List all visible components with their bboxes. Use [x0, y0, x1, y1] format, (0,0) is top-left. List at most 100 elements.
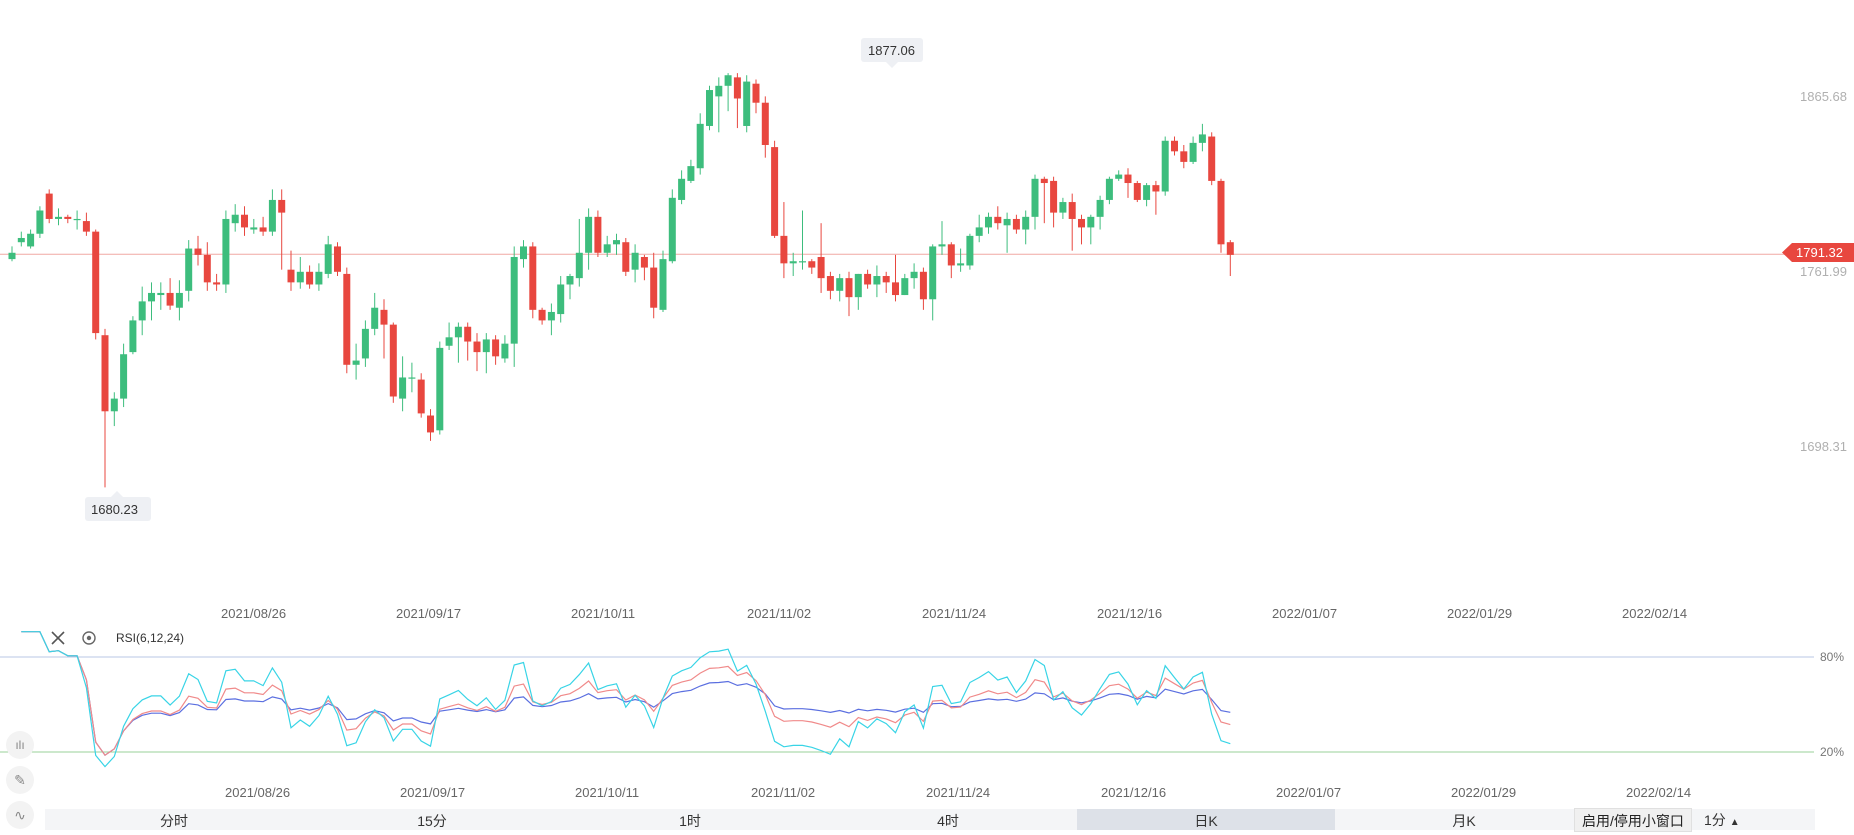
date-axis-rsi: 2021/08/26 2021/09/17 2021/10/11 2021/11…: [225, 785, 1691, 800]
candle-body: [427, 415, 434, 433]
candle-body: [231, 214, 239, 224]
price-tick-1761-99: 1761.99: [1800, 264, 1847, 279]
low-marker-label: 1680.23: [91, 502, 138, 517]
candle-body: [1226, 242, 1234, 255]
candle-body: [482, 339, 490, 353]
candle-body: [1189, 142, 1197, 162]
candle-body: [55, 216, 62, 219]
timeframe-tab-1[interactable]: 分时: [160, 813, 188, 829]
timeframe-tab-3[interactable]: 1时: [679, 813, 701, 829]
date-axis-main: 2021/08/26 2021/09/17 2021/10/11 2021/11…: [221, 606, 1687, 621]
candle-body: [417, 379, 425, 414]
candle-body: [408, 377, 416, 379]
rsi-level-20: 20%: [1820, 745, 1844, 759]
candle-body: [157, 292, 165, 296]
close-icon[interactable]: [51, 631, 65, 645]
draw-tool-button[interactable]: ✎: [6, 766, 34, 794]
candle-body: [985, 216, 992, 228]
candle-body: [194, 248, 202, 255]
timeframe-tab-5[interactable]: 日K: [1077, 809, 1335, 830]
candle-body: [27, 233, 35, 247]
chart-type-button[interactable]: ∿: [6, 801, 34, 829]
candle-body: [854, 273, 862, 298]
price-tick-1865-68: 1865.68: [1800, 89, 1847, 104]
candle-body: [436, 347, 444, 431]
candle-body: [687, 166, 695, 181]
price-axis: 1865.68 1761.99 1698.31: [1800, 89, 1847, 454]
candle-body: [324, 244, 332, 274]
candle-body: [1059, 202, 1067, 213]
interval-select[interactable]: 1分 ▲: [1704, 808, 1740, 830]
candle-body: [975, 227, 983, 236]
candle-body: [817, 257, 825, 279]
candle-body: [371, 307, 379, 329]
pencil-icon: ✎: [14, 771, 26, 788]
candle-body: [957, 263, 965, 266]
rsi-date-tick: 2021/08/26: [225, 785, 290, 800]
timeframe-tab-6[interactable]: 月K: [1452, 813, 1476, 829]
rsi-date-tick: 2022/01/07: [1276, 785, 1341, 800]
candle-body: [892, 282, 899, 296]
candle-body: [287, 269, 295, 283]
candle-body: [399, 377, 407, 399]
candle-body: [175, 292, 183, 308]
candle-body: [64, 216, 72, 219]
rsi-date-tick: 2021/10/11: [575, 785, 639, 800]
high-marker-label: 1877.06: [868, 43, 915, 58]
date-tick: 2022/01/29: [1447, 606, 1512, 621]
candle-body: [678, 178, 686, 200]
candle-body: [1050, 180, 1058, 213]
indicator-tool-button[interactable]: ılı: [6, 731, 34, 759]
rsi-date-tick: 2021/11/02: [751, 785, 815, 800]
candle-body: [752, 83, 760, 103]
candle-body: [1115, 174, 1123, 179]
candle-body: [222, 218, 230, 285]
date-tick: 2022/02/14: [1622, 606, 1687, 621]
candle-body: [241, 214, 248, 228]
candle-body: [780, 235, 788, 264]
candle-body: [148, 292, 155, 302]
candle-body: [566, 276, 574, 285]
candle-body: [8, 252, 16, 260]
candle-body: [259, 227, 267, 232]
candle-body: [454, 326, 462, 338]
candle-body: [994, 216, 1002, 224]
candle-body: [1040, 178, 1048, 184]
candle-body: [120, 354, 128, 399]
candle-body: [389, 324, 397, 397]
settings-icon[interactable]: [82, 631, 96, 645]
candle-body: [873, 276, 881, 285]
caret-up-icon: ▲: [1729, 817, 1740, 828]
candle-body: [1096, 199, 1104, 217]
candle-body: [250, 227, 258, 230]
candle-body: [613, 240, 620, 245]
timeframe-tab-4[interactable]: 4时: [937, 813, 959, 829]
candle-body: [1143, 185, 1151, 200]
candle-body: [826, 276, 834, 291]
candle-body: [510, 257, 518, 344]
candle-body: [1012, 218, 1020, 230]
candle-body: [761, 102, 769, 145]
timeframe-tab-2[interactable]: 15分: [417, 813, 447, 829]
interval-label: 1分: [1704, 812, 1726, 828]
candle-body: [1198, 134, 1206, 143]
candle-body: [929, 246, 937, 300]
rsi-date-tick: 2022/01/29: [1451, 785, 1516, 800]
popup-toggle-button[interactable]: 启用/停用小窗口: [1574, 808, 1692, 832]
candle-body: [110, 398, 118, 412]
candle-body: [473, 341, 481, 353]
candle-body: [724, 75, 732, 86]
candle-body: [1105, 178, 1113, 200]
candle-body: [306, 271, 314, 285]
candle-body: [36, 210, 44, 234]
candle-body: [1133, 183, 1141, 200]
candle-body: [296, 271, 304, 283]
high-marker: 1877.06: [861, 38, 923, 68]
candle-body: [352, 360, 360, 365]
candle-body: [464, 326, 472, 342]
candle-body: [603, 244, 611, 253]
candle-body: [343, 273, 351, 365]
candle-body: [1217, 180, 1225, 245]
candle-body: [1003, 218, 1011, 226]
